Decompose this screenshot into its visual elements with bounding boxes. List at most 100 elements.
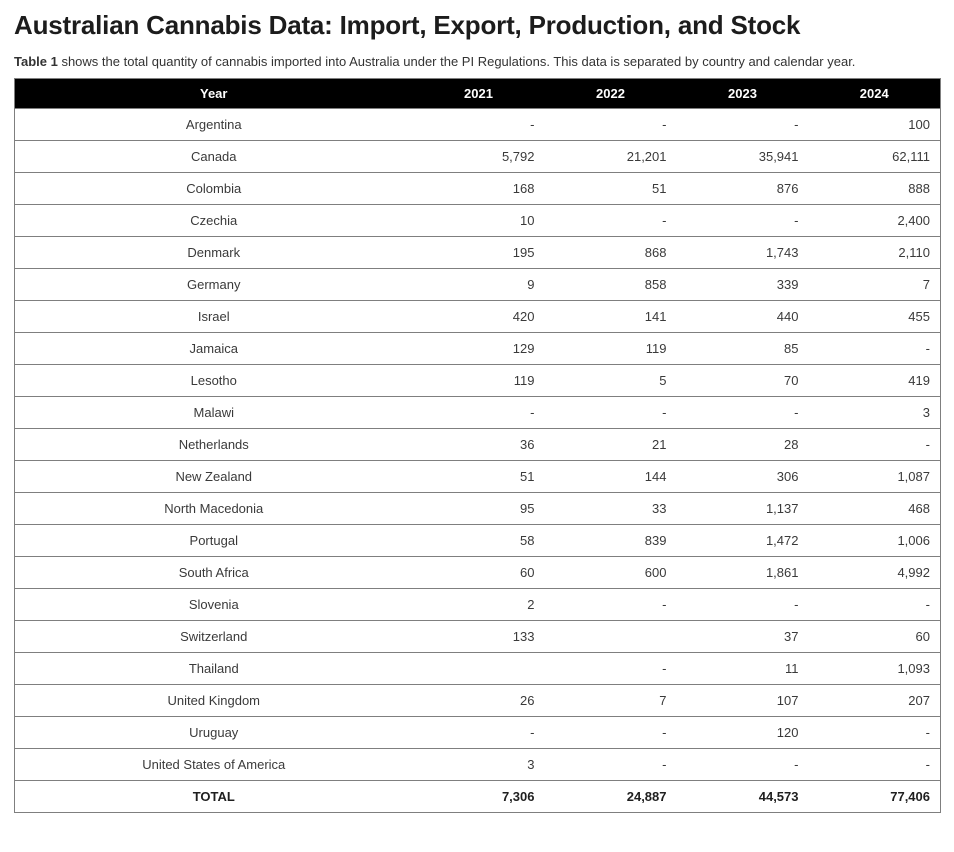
value-cell: 420: [412, 300, 545, 333]
value-cell: -: [808, 332, 941, 365]
value-cell: 195: [412, 236, 545, 269]
country-cell: Lesotho: [14, 364, 413, 397]
value-cell: -: [544, 108, 677, 141]
value-cell: 5,792: [412, 140, 545, 173]
value-cell: -: [808, 588, 941, 621]
value-cell: 26: [412, 684, 545, 717]
country-cell: Switzerland: [14, 620, 413, 653]
country-cell: Denmark: [14, 236, 413, 269]
value-cell: 339: [676, 268, 809, 301]
value-cell: 440: [676, 300, 809, 333]
table-row: New Zealand 51 144 306 1,087: [14, 460, 941, 493]
value-cell: 419: [808, 364, 941, 397]
value-cell: 7: [808, 268, 941, 301]
value-cell: 7: [544, 684, 677, 717]
value-cell: 141: [544, 300, 677, 333]
value-cell: 3: [412, 748, 545, 781]
value-cell: -: [412, 396, 545, 429]
value-cell: 4,992: [808, 556, 941, 589]
value-cell: -: [544, 652, 677, 685]
country-cell: Canada: [14, 140, 413, 173]
value-cell: 36: [412, 428, 545, 461]
value-cell: 85: [676, 332, 809, 365]
table-row: Czechia 10- -2,400: [14, 204, 941, 237]
column-header-2022: 2022: [544, 78, 677, 109]
value-cell: 306: [676, 460, 809, 493]
value-cell: 119: [412, 364, 545, 397]
value-cell: 168: [412, 172, 545, 205]
value-cell: -: [544, 204, 677, 237]
value-cell: 9: [412, 268, 545, 301]
total-value-2023: 44,573: [676, 780, 809, 813]
value-cell: 95: [412, 492, 545, 525]
table-row: Malawi - - -3: [14, 396, 941, 429]
value-cell: 144: [544, 460, 677, 493]
column-header-2024: 2024: [808, 78, 941, 109]
country-cell: Colombia: [14, 172, 413, 205]
total-value-2022: 24,887: [544, 780, 677, 813]
value-cell: 2: [412, 588, 545, 621]
table-row: United States of America 3- - -: [14, 748, 941, 781]
country-cell: North Macedonia: [14, 492, 413, 525]
table-row: Lesotho 119 5 70 419: [14, 364, 941, 397]
country-cell: United Kingdom: [14, 684, 413, 717]
value-cell: -: [808, 428, 941, 461]
value-cell: 133: [412, 620, 545, 653]
value-cell: 2,110: [808, 236, 941, 269]
value-cell: 455: [808, 300, 941, 333]
country-cell: Israel: [14, 300, 413, 333]
value-cell: 107: [676, 684, 809, 717]
value-cell: 58: [412, 524, 545, 557]
table-caption-text: shows the total quantity of cannabis imp…: [57, 54, 856, 70]
value-cell: 60: [412, 556, 545, 589]
total-value-2021: 7,306: [412, 780, 545, 813]
table-row: Denmark 195 868 1,743 2,110: [14, 236, 941, 269]
value-cell: -: [676, 396, 809, 429]
value-cell: 21,201: [544, 140, 677, 173]
country-cell: Slovenia: [14, 588, 413, 621]
total-label: TOTAL: [14, 780, 413, 813]
value-cell: 468: [808, 492, 941, 525]
table-body: Argentina - - -100 Canada 5,792 21,201 35,941 62…: [14, 108, 941, 781]
value-cell: 33: [544, 492, 677, 525]
value-cell: -: [808, 716, 941, 749]
table-row: Switzerland 133 37 60: [14, 620, 941, 653]
value-cell: 1,087: [808, 460, 941, 493]
table-row: Thailand -11 1,093: [14, 652, 941, 685]
table-row: Argentina - - -100: [14, 108, 941, 141]
total-row: TOTAL 7,306 24,887 44,573 77,406: [14, 780, 941, 813]
total-value-2024: 77,406: [808, 780, 941, 813]
value-cell: -: [544, 396, 677, 429]
value-cell: -: [544, 716, 677, 749]
table-header-row: Year 2021 2022 2023 2024: [14, 78, 941, 109]
country-cell: Uruguay: [14, 716, 413, 749]
table-row: Canada 5,792 21,201 35,941 62,111: [14, 140, 941, 173]
value-cell: 70: [676, 364, 809, 397]
country-cell: New Zealand: [14, 460, 413, 493]
table-row: Israel 420 141 440 455: [14, 300, 941, 333]
imports-table: Year 2021 2022 2023 2024 Argentina - - -100…: [14, 78, 941, 814]
value-cell: 51: [412, 460, 545, 493]
table-row: Slovenia 2- - -: [14, 588, 941, 621]
value-cell: -: [676, 588, 809, 621]
table-caption: Table 1 shows the total quantity of cann…: [14, 54, 940, 70]
value-cell: 1,006: [808, 524, 941, 557]
value-cell: 2,400: [808, 204, 941, 237]
table-row: Netherlands 36 21 28-: [14, 428, 941, 461]
table-row: Jamaica 129 119 85-: [14, 332, 941, 365]
value-cell: -: [676, 748, 809, 781]
value-cell: [412, 652, 545, 685]
value-cell: -: [544, 588, 677, 621]
table-row: Colombia 168 51 876 888: [14, 172, 941, 205]
value-cell: 1,093: [808, 652, 941, 685]
value-cell: 839: [544, 524, 677, 557]
page: Australian Cannabis Data: Import, Export…: [14, 10, 941, 814]
country-cell: Germany: [14, 268, 413, 301]
value-cell: 119: [544, 332, 677, 365]
table-row: South Africa 60 600 1,861 4,992: [14, 556, 941, 589]
value-cell: 207: [808, 684, 941, 717]
value-cell: 3: [808, 396, 941, 429]
value-cell: 35,941: [676, 140, 809, 173]
country-cell: United States of America: [14, 748, 413, 781]
value-cell: 60: [808, 620, 941, 653]
